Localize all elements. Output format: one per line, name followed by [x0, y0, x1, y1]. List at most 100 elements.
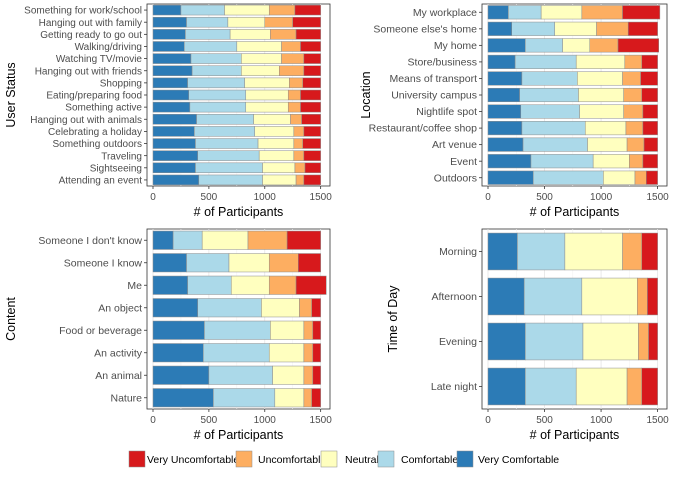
bar-segment-comfortable: [190, 53, 242, 64]
bar-segment-uncomfortable: [281, 41, 301, 52]
category-label: My workplace: [413, 7, 477, 19]
bar-segment-neutral: [261, 298, 300, 318]
category-label: Watching TV/movie: [56, 54, 143, 65]
bar-segment-very-comfortable: [152, 150, 198, 161]
category-label: Nature: [110, 392, 142, 404]
bar-segment-very-uncomfortable: [298, 253, 321, 273]
bar-segment-very-comfortable: [487, 121, 523, 136]
bar-segment-very-comfortable: [152, 388, 214, 408]
bar-segment-neutral: [236, 41, 282, 52]
bar-segment-neutral: [230, 275, 270, 295]
bar-segment-very-uncomfortable: [648, 322, 658, 361]
bar-segment-uncomfortable: [268, 275, 297, 295]
y-axis-title: Content: [4, 297, 18, 341]
legend-swatch: [456, 450, 474, 468]
bar-segment-very-comfortable: [487, 71, 523, 86]
bar-segment-very-comfortable: [152, 114, 197, 125]
bar-segment-very-uncomfortable: [617, 38, 659, 53]
bar-segment-comfortable: [520, 104, 580, 119]
bar-segment-comfortable: [186, 253, 230, 273]
legend-item-very-comfortable: Very Comfortable: [456, 450, 559, 468]
bar-segment-uncomfortable: [634, 170, 647, 185]
bar-segment-comfortable: [194, 126, 255, 137]
bar-segment-neutral: [258, 150, 295, 161]
bar-segment-uncomfortable: [622, 232, 643, 271]
bar-segment-uncomfortable: [629, 154, 644, 169]
y-axis-title: Location: [359, 71, 373, 118]
category-label: Art venue: [432, 139, 477, 151]
bar-segment-very-comfortable: [487, 232, 518, 271]
x-tick-label: 500: [536, 415, 553, 426]
bar-segment-comfortable: [522, 137, 588, 152]
bar-segment-comfortable: [180, 4, 225, 16]
bar-segment-very-comfortable: [152, 320, 205, 340]
bar-segment-uncomfortable: [287, 89, 301, 101]
bar-segment-comfortable: [195, 162, 263, 174]
bar-segment-uncomfortable: [268, 4, 296, 16]
panel-content: Someone I don't know Someone I know Me An o…: [4, 228, 332, 442]
x-tick-label: 1000: [254, 415, 277, 426]
bar-segment-uncomfortable: [624, 54, 643, 69]
bar-segment-very-comfortable: [152, 138, 196, 149]
bar-segment-uncomfortable: [281, 53, 305, 64]
bar-segment-very-comfortable: [152, 275, 188, 295]
bar-segment-very-comfortable: [487, 104, 522, 119]
bar-segment-uncomfortable: [295, 174, 305, 186]
bar-segment-comfortable: [196, 114, 254, 125]
x-tick-label: 1000: [590, 192, 613, 203]
bar-segment-very-uncomfortable: [643, 137, 658, 152]
bar-segment-comfortable: [204, 320, 271, 340]
bar-segment-very-uncomfortable: [642, 104, 658, 119]
bar-segment-comfortable: [187, 275, 232, 295]
legend-item-very-uncomfortable: Very Uncomfortable: [128, 450, 239, 468]
category-label: Celebrating a holiday: [48, 127, 142, 138]
category-label: Me: [127, 280, 142, 292]
bar-segment-very-comfortable: [152, 65, 193, 76]
panel-time-of-day: Morning Afternoon Evening Late night 0 500 100…: [386, 228, 669, 442]
category-label: Nightlife spot: [416, 106, 477, 118]
bar-segment-comfortable: [188, 89, 247, 101]
bar-segment-comfortable: [521, 121, 586, 136]
category-label: Traveling: [101, 151, 142, 162]
bar-segment-comfortable: [208, 365, 273, 385]
category-label: Hanging out with animals: [30, 115, 142, 126]
x-tick-label: 1500: [310, 192, 333, 203]
bar-segment-uncomfortable: [289, 77, 304, 89]
bar-segment-comfortable: [197, 298, 262, 318]
category-label: Attending an event: [59, 176, 143, 187]
bar-segment-very-uncomfortable: [302, 138, 321, 149]
category-label: Someone I know: [64, 257, 143, 269]
bar-segment-comfortable: [514, 54, 577, 69]
category-label: Hanging out with family: [39, 18, 142, 29]
bar-segment-very-uncomfortable: [301, 114, 321, 125]
legend-label: Neutral: [345, 454, 379, 466]
bar-segment-very-uncomfortable: [642, 121, 658, 136]
x-tick-label: 1000: [254, 192, 277, 203]
bar-segment-very-uncomfortable: [303, 65, 321, 76]
bar-segment-very-uncomfortable: [304, 162, 321, 174]
x-axis-title: # of Participants: [530, 428, 620, 442]
bar-segment-very-comfortable: [152, 77, 188, 89]
bar-segment-uncomfortable: [287, 101, 301, 113]
x-tick-label: 0: [485, 192, 491, 203]
bar-segment-very-comfortable: [487, 322, 526, 361]
bar-segment-very-uncomfortable: [622, 5, 661, 20]
bar-segment-comfortable: [530, 154, 594, 169]
bar-segment-comfortable: [198, 174, 263, 186]
bar-segment-neutral: [554, 21, 597, 36]
bar-segment-neutral: [270, 320, 305, 340]
bar-segment-very-comfortable: [152, 16, 187, 28]
bar-segment-comfortable: [517, 232, 566, 271]
bar-segment-comfortable: [519, 87, 579, 103]
x-tick-label: 1500: [646, 415, 669, 426]
bar-segment-uncomfortable: [589, 38, 619, 53]
category-label: Sightseeing: [90, 163, 142, 174]
category-label: Morning: [439, 246, 477, 258]
bar-segment-neutral: [241, 53, 282, 64]
x-tick-label: 500: [536, 192, 553, 203]
category-label: Someone I don't know: [38, 235, 142, 247]
bar-segment-comfortable: [511, 21, 555, 36]
bar-segment-comfortable: [185, 29, 231, 40]
bar-segment-very-comfortable: [487, 137, 524, 152]
bar-segment-very-uncomfortable: [311, 298, 321, 318]
